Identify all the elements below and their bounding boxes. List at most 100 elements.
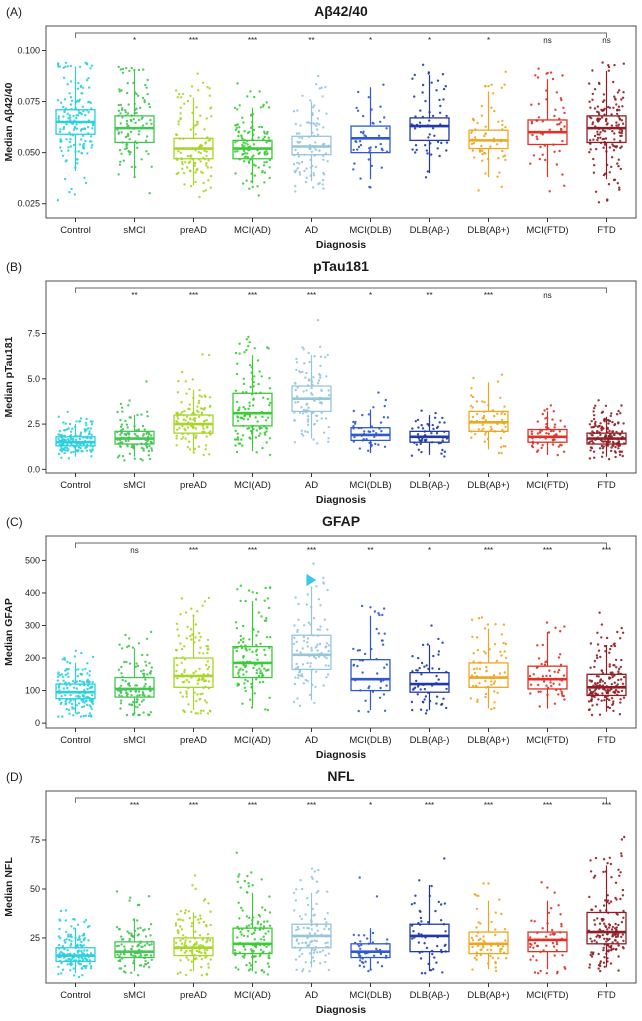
panel-d-chart: 255075Control***sMCI***preAD***MCI(AD)**… <box>0 765 642 1020</box>
x-category-label: sMCI <box>123 480 145 491</box>
significance-label: *** <box>189 546 198 555</box>
y-tick-label: 0.025 <box>17 199 40 209</box>
boxplot-group <box>114 65 155 195</box>
iqr-box <box>232 927 273 955</box>
play-cursor-icon <box>305 572 318 588</box>
significance-label: * <box>428 546 431 555</box>
y-axis-title: Median NFL <box>3 857 15 917</box>
x-category-label: preAD <box>180 990 207 1001</box>
x-category-label: sMCI <box>123 225 145 236</box>
significance-label: * <box>487 36 490 45</box>
iqr-box <box>114 941 155 959</box>
y-tick-label: 7.5 <box>27 329 40 339</box>
significance-label: *** <box>130 801 139 810</box>
comparison-bracket <box>75 797 607 803</box>
significance-label: *** <box>248 546 257 555</box>
panel-a-chart: 0.0250.0500.0750.100Control*sMCI***preAD… <box>0 0 642 255</box>
y-tick-label: 0.050 <box>17 148 40 158</box>
x-category-label: AD <box>305 225 318 236</box>
boxplot-group <box>55 410 96 460</box>
y-tick-label: 5.0 <box>27 374 40 384</box>
x-category-label: DLB(Aβ-) <box>410 480 450 491</box>
jitter-points <box>410 63 449 179</box>
significance-label: *** <box>189 291 198 300</box>
x-category-label: MCI(AD) <box>234 225 271 236</box>
x-axis-title: Diagnosis <box>316 1004 366 1016</box>
boxplot-group <box>350 83 391 189</box>
x-axis-title: Diagnosis <box>316 239 366 251</box>
x-axis-title: Diagnosis <box>316 494 366 506</box>
boxplot-group <box>291 74 332 193</box>
y-tick-label: 2.5 <box>27 419 40 429</box>
boxplot-group <box>173 72 214 199</box>
significance-label: *** <box>543 801 552 810</box>
x-category-label: DLB(Aβ+) <box>467 480 509 491</box>
boxplot-group <box>291 562 332 707</box>
significance-label: ns <box>543 36 551 45</box>
iqr-box <box>114 676 155 698</box>
iqr-box <box>350 659 391 692</box>
significance-label: * <box>369 291 372 300</box>
boxplot-group <box>114 630 155 717</box>
x-category-label: MCI(FTD) <box>526 480 568 491</box>
comparison-bracket <box>75 542 607 548</box>
x-category-label: preAD <box>180 225 207 236</box>
boxplot-group <box>409 857 450 975</box>
significance-label: *** <box>602 801 611 810</box>
iqr-box <box>468 662 509 688</box>
significance-label: *** <box>189 801 198 810</box>
jitter-points <box>529 67 566 193</box>
y-tick-label: 500 <box>25 555 40 565</box>
panel-label: (B) <box>6 260 22 274</box>
x-category-label: MCI(DLB) <box>349 225 391 236</box>
x-category-label: MCI(FTD) <box>526 225 568 236</box>
boxplot-group <box>468 373 509 455</box>
panel-label: (A) <box>6 5 22 19</box>
iqr-box <box>586 911 627 945</box>
x-category-label: FTD <box>597 480 616 491</box>
significance-label: * <box>369 36 372 45</box>
panel-label: (C) <box>6 515 23 529</box>
boxplot-group <box>409 409 450 458</box>
x-category-label: DLB(Aβ-) <box>410 990 450 1001</box>
x-category-label: MCI(DLB) <box>349 990 391 1001</box>
boxplot-group <box>586 835 627 973</box>
y-tick-label: 0.075 <box>17 97 40 107</box>
significance-label: *** <box>307 291 316 300</box>
panel-border <box>45 25 637 219</box>
x-axis-title: Diagnosis <box>316 749 366 761</box>
y-tick-label: 400 <box>25 588 40 598</box>
x-category-label: sMCI <box>123 990 145 1001</box>
iqr-box <box>409 117 450 142</box>
y-tick-label: 0 <box>35 718 40 728</box>
significance-label: *** <box>484 546 493 555</box>
iqr-box <box>527 931 568 953</box>
significance-label: *** <box>484 801 493 810</box>
panel-title: pTau181 <box>313 258 369 274</box>
boxplot-group <box>527 881 568 975</box>
x-category-label: DLB(Aβ-) <box>410 225 450 236</box>
boxplot-group <box>409 63 450 179</box>
y-tick-label: 200 <box>25 653 40 663</box>
iqr-box <box>586 673 627 697</box>
x-category-label: MCI(FTD) <box>526 990 568 1001</box>
panel-title: GFAP <box>322 513 360 529</box>
iqr-box <box>409 672 450 693</box>
boxplot-group <box>586 611 627 717</box>
significance-label: ** <box>308 36 314 45</box>
boxplot-group <box>232 335 273 457</box>
x-category-label: Control <box>60 225 91 236</box>
jitter-points <box>587 399 626 461</box>
boxplot-group <box>527 67 568 193</box>
significance-label: ** <box>367 546 373 555</box>
panel-b-chart: 0.02.55.07.5Control**sMCI***preAD***MCI(… <box>0 255 642 510</box>
boxplot-group <box>173 596 214 715</box>
significance-label: *** <box>189 36 198 45</box>
jitter-points <box>116 65 153 195</box>
x-category-label: Control <box>60 480 91 491</box>
x-category-label: AD <box>305 480 318 491</box>
significance-label: *** <box>307 546 316 555</box>
significance-label: ns <box>602 36 610 45</box>
x-category-label: AD <box>305 735 318 746</box>
x-category-label: DLB(Aβ+) <box>467 990 509 1001</box>
